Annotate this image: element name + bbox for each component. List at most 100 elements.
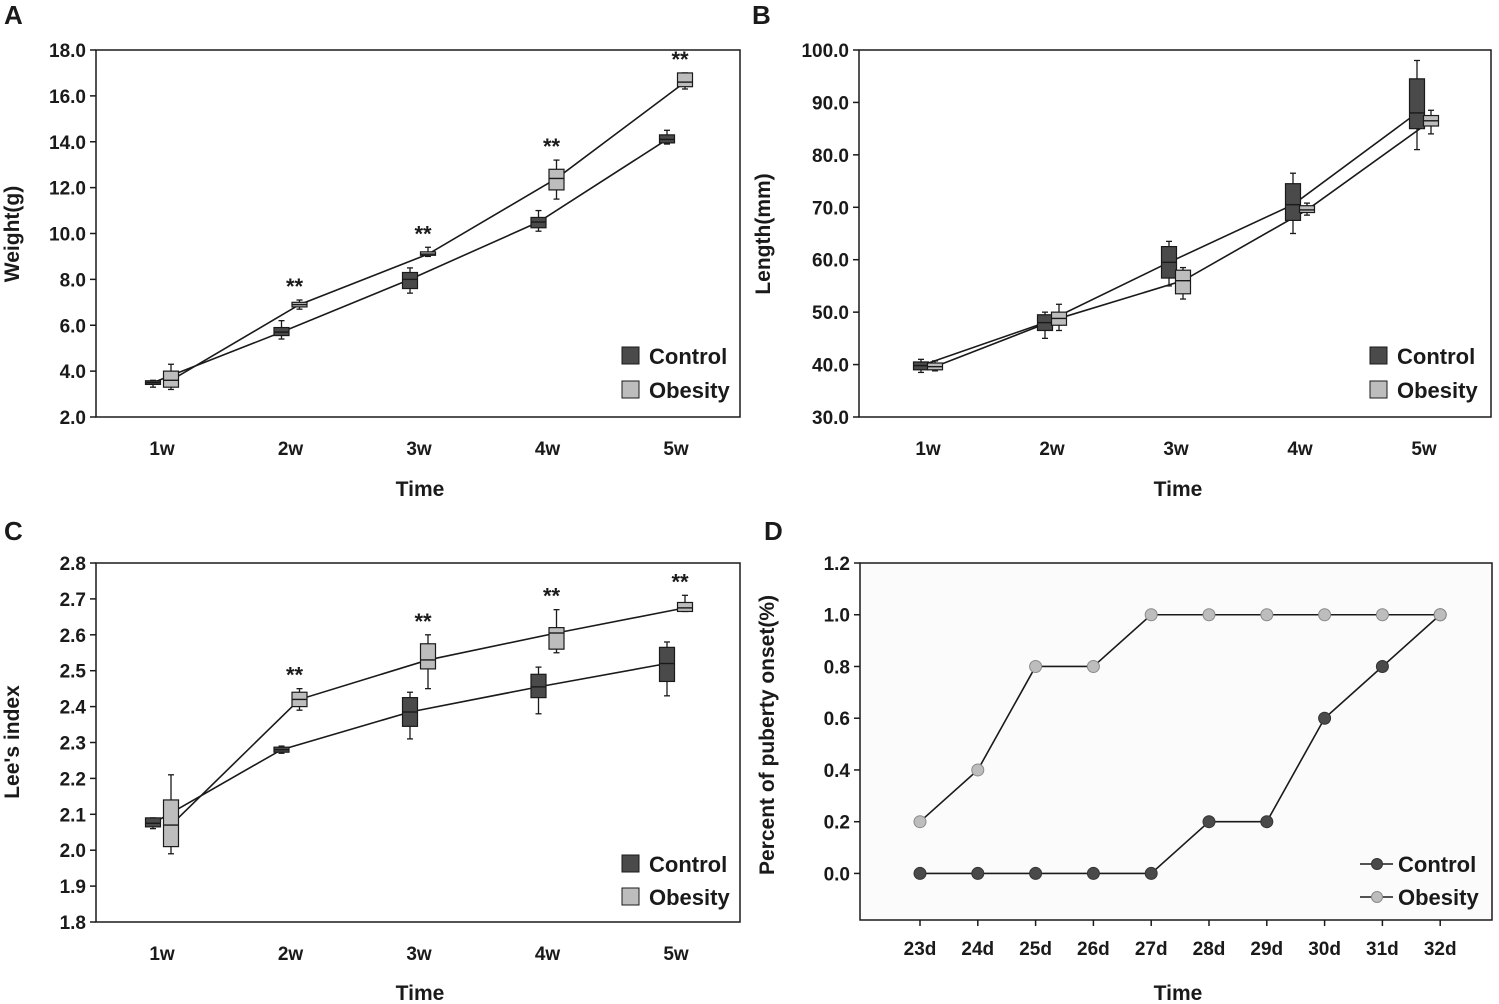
x-axis-title-d: Time [1154, 982, 1203, 1004]
x-tick-label: 4w [1287, 439, 1313, 460]
legend-label-control-b: Control [1397, 344, 1475, 369]
x-tick-label: 1w [149, 439, 175, 460]
x-tick-label: 25d [1019, 939, 1052, 960]
y-tick-label: 60.0 [812, 251, 849, 272]
point-obesity [1318, 608, 1332, 622]
y-tick-label: 2.8 [60, 554, 86, 575]
x-tick-label: 31d [1366, 939, 1399, 960]
box-body [530, 673, 547, 699]
panel-letter-c: C [4, 516, 23, 546]
y-tick-label: 1.2 [824, 554, 850, 575]
boxes-a [144, 72, 694, 391]
significance-label: ** [671, 569, 689, 594]
x-tick-label: 4w [535, 439, 561, 460]
y-tick-label: 1.8 [60, 913, 86, 934]
y-tick-label: 0.4 [824, 761, 851, 782]
x-tick-label: 2w [1039, 439, 1065, 460]
box-control [912, 358, 930, 374]
y-axis-title-d: Percent of puberty onset(%) [756, 595, 779, 875]
significance-label: ** [543, 134, 561, 159]
y-tick-label: 2.7 [60, 590, 86, 611]
legend-marker-control-d [1371, 858, 1383, 870]
legend-swatch-control-c [621, 854, 640, 873]
box-control [1036, 311, 1054, 340]
box-obesity [291, 688, 308, 711]
y-tick-label: 0.8 [824, 657, 850, 678]
box-obesity [162, 774, 180, 855]
y-tick-label: 12.0 [49, 179, 86, 200]
x-ticks-b: 1w 2w 3w 4w 5w [915, 439, 1437, 460]
box-control [1408, 59, 1426, 151]
y-tick-label: 2.5 [60, 662, 87, 683]
y-tick-label: 2.1 [60, 805, 87, 826]
point-obesity [913, 815, 927, 829]
x-tick-label: 32d [1424, 939, 1457, 960]
x-axis-title-b: Time [1154, 478, 1203, 501]
legend-swatch-obesity-a [621, 380, 640, 399]
legend-label-obesity-d: Obesity [1398, 885, 1479, 910]
x-axis-title-c: Time [396, 982, 445, 1004]
point-obesity [1433, 608, 1447, 622]
box-body [548, 168, 565, 191]
y-tick-label: 90.0 [812, 93, 849, 114]
panel-c: C 1.8 1.9 2.0 2.1 2.2 2.3 2.4 2.5 2.6 2.7 2.8 1w 2w… [1, 516, 741, 1004]
legend-b: Control Obesity [1369, 344, 1478, 403]
legend-swatch-control-a [621, 346, 640, 365]
point-obesity [1260, 608, 1274, 622]
y-tick-label: 2.0 [60, 841, 86, 862]
markers-d [913, 608, 1447, 880]
significance-label: ** [286, 274, 304, 299]
point-control [1202, 815, 1216, 829]
x-tick-label: 29d [1250, 939, 1283, 960]
point-control [1375, 659, 1389, 673]
x-tick-label: 26d [1077, 939, 1110, 960]
boxes-c [144, 594, 694, 855]
x-tick-label: 1w [915, 439, 941, 460]
y-ticks-a: 2.0 4.0 6.0 8.0 10.0 12.0 14.0 16.0 18.0 [49, 41, 96, 429]
legend-label-obesity-a: Obesity [649, 378, 730, 403]
box-obesity [926, 360, 944, 372]
y-tick-label: 16.0 [49, 87, 86, 108]
x-tick-label: 23d [904, 939, 937, 960]
legend-marker-obesity-d [1371, 891, 1383, 903]
x-ticks-a: 1w 2w 3w 4w 5w [149, 439, 689, 460]
x-tick-label: 5w [663, 944, 689, 965]
x-axis-title-a: Time [396, 478, 445, 501]
y-tick-label: 50.0 [812, 303, 849, 324]
y-ticks-b: 30.0 40.0 50.0 60.0 70.0 80.0 90.0 100.0 [801, 41, 859, 429]
box-control [1284, 172, 1302, 235]
legend-label-control-d: Control [1398, 852, 1476, 877]
y-axis-title-b: Length(mm) [752, 173, 775, 294]
series-line-obesity [919, 613, 1441, 823]
point-control [1260, 815, 1274, 829]
box-obesity [1050, 303, 1068, 332]
significance-label: ** [543, 584, 561, 609]
box-control [273, 745, 290, 754]
box-control [273, 320, 290, 340]
y-tick-label: 0.2 [824, 813, 850, 834]
x-tick-label: 28d [1193, 939, 1226, 960]
panel-a: A 2.0 4.0 6.0 8.0 10.0 12.0 14.0 16.0 18.0 1w 2w 3… [1, 0, 741, 501]
box-control [144, 817, 162, 830]
y-tick-label: 2.6 [60, 626, 86, 647]
y-tick-label: 8.0 [60, 270, 86, 291]
x-tick-label: 27d [1135, 939, 1168, 960]
y-tick-label: 40.0 [812, 356, 849, 377]
legend-c: Control Obesity [621, 852, 730, 910]
box-control [658, 129, 676, 145]
point-control [1318, 711, 1332, 725]
box-control [658, 641, 676, 697]
box-control [401, 691, 419, 740]
box-body [1408, 78, 1426, 130]
x-tick-label: 3w [406, 439, 432, 460]
plot-area-d [859, 562, 1493, 921]
y-tick-label: 0.6 [824, 709, 850, 730]
x-tick-label: 2w [278, 944, 304, 965]
panel-letter-b: B [752, 0, 771, 30]
box-obesity [419, 634, 437, 690]
legend-swatch-obesity-c [621, 887, 640, 906]
box-body [1174, 269, 1192, 295]
y-tick-label: 0.0 [824, 864, 850, 885]
y-tick-label: 6.0 [60, 316, 86, 337]
